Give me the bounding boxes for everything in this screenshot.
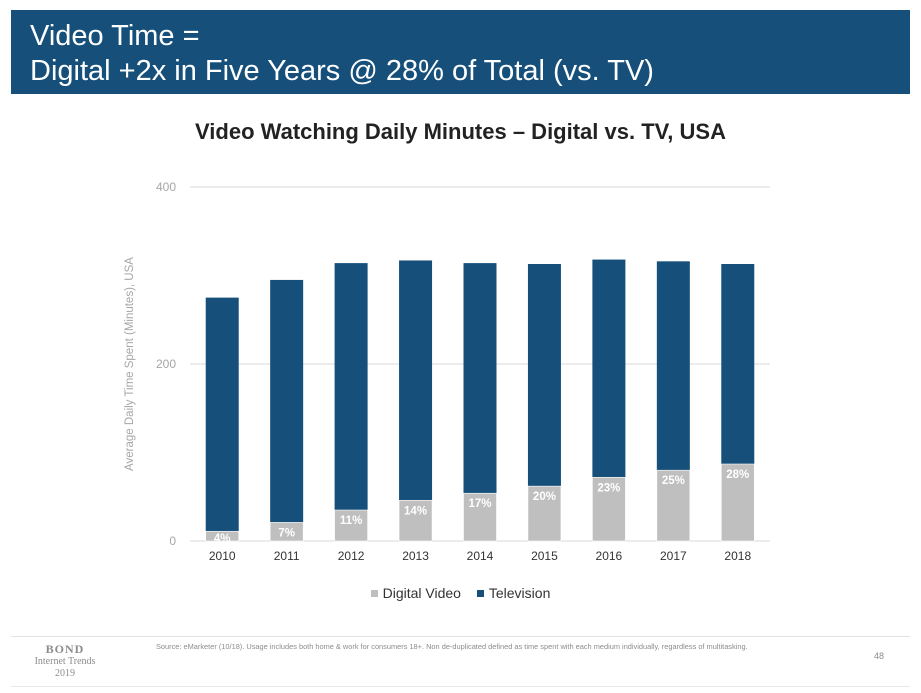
bar-digital-video	[334, 509, 368, 542]
slide-bottom-border	[11, 686, 910, 687]
logo-text-year: 2019	[55, 668, 75, 679]
bar-digital-video	[656, 469, 691, 542]
y-tick-label: 0	[169, 534, 176, 548]
data-label-digital-share: 23%	[597, 482, 620, 494]
bar-television	[721, 263, 755, 465]
chart-title: Video Watching Daily Minutes – Digital v…	[195, 119, 726, 144]
source-note: Source: eMarketer (10/18). Usage include…	[156, 642, 748, 651]
data-label-digital-share: 11%	[340, 515, 362, 527]
bar-digital-video	[592, 476, 626, 542]
legend-swatch-digital-video	[370, 590, 378, 597]
footer-divider	[11, 636, 910, 637]
data-label-digital-share: 14%	[404, 505, 427, 517]
data-label-digital-share: 20%	[533, 491, 556, 503]
x-tick-label: 2011	[274, 549, 300, 563]
bar-digital-video	[720, 463, 755, 542]
data-label-digital-share: 25%	[662, 475, 685, 487]
x-tick-label: 2016	[596, 549, 623, 563]
legend-swatch-television	[476, 590, 484, 597]
x-tick-label: 2015	[531, 549, 558, 563]
bar-television	[334, 263, 368, 511]
y-tick-label: 200	[156, 357, 176, 371]
x-tick-label: 2013	[402, 549, 429, 563]
bar-television	[399, 260, 433, 501]
bar-television	[656, 261, 690, 471]
logo-text-internet-trends: Internet Trends	[34, 656, 96, 667]
logo-text-bond: BOND	[45, 642, 85, 656]
bar-television	[463, 263, 497, 494]
slide-header: Video Time = Digital +2x in Five Years @…	[11, 10, 910, 94]
legend-label-television: Television	[488, 585, 551, 601]
y-tick-label: 400	[156, 180, 176, 194]
bar-digital-video	[527, 485, 562, 542]
data-label-digital-share: 17%	[468, 498, 491, 510]
bond-logo: BOND Internet Trends 2019	[24, 643, 106, 680]
x-tick-label: 2014	[467, 549, 494, 563]
bar-television	[270, 279, 304, 523]
bar-television	[205, 297, 239, 532]
bar-television	[527, 263, 561, 487]
chart-legend: Digital Video Television	[0, 585, 921, 601]
x-tick-label: 2012	[338, 549, 365, 563]
slide-title-line-2: Digital +2x in Five Years @ 28% of Total…	[30, 55, 654, 87]
x-tick-label: 2010	[209, 549, 236, 563]
data-label-digital-share: 4%	[214, 533, 231, 545]
data-label-digital-share: 7%	[278, 527, 295, 539]
bar-television	[592, 259, 626, 478]
x-tick-label: 2018	[724, 549, 751, 563]
legend-item-digital-video: Digital Video	[370, 585, 461, 601]
bar-digital-video	[463, 492, 497, 542]
bar-digital-video	[205, 530, 240, 542]
x-tick-label: 2017	[660, 549, 687, 563]
bar-digital-video	[269, 522, 304, 542]
y-axis-label: Average Daily Time Spent (Minutes), USA	[124, 257, 136, 471]
data-label-digital-share: 28%	[726, 469, 749, 481]
legend-label-digital-video: Digital Video	[382, 585, 461, 601]
page-number: 48	[874, 651, 885, 661]
slide-title-line-1: Video Time =	[30, 20, 200, 52]
bar-digital-video	[398, 499, 433, 542]
legend-item-television: Television	[476, 585, 551, 601]
